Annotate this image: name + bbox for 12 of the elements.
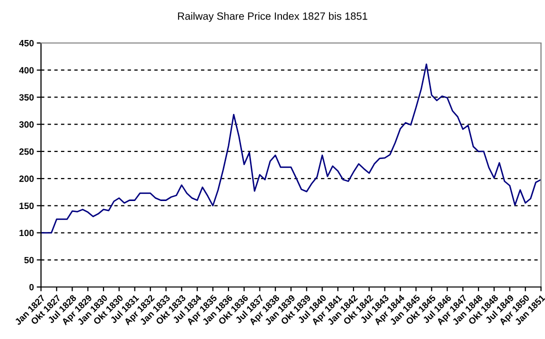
y-tick-label: 250 — [19, 148, 34, 155]
y-tick-label: 400 — [19, 67, 34, 74]
y-tick-label: 350 — [19, 94, 34, 101]
y-tick-label: 450 — [19, 40, 34, 46]
chart-title: Railway Share Price Index 1827 bis 1851 — [178, 12, 368, 22]
y-tick-label: 100 — [20, 230, 34, 236]
line-series — [41, 63, 541, 234]
y-tick-label: 300 — [19, 121, 34, 128]
y-tick-label: 150 — [20, 202, 34, 210]
y-tick-label: 200 — [19, 176, 34, 182]
y-tick-label: 0 — [29, 284, 34, 290]
y-tick-label: 50 — [24, 256, 34, 264]
